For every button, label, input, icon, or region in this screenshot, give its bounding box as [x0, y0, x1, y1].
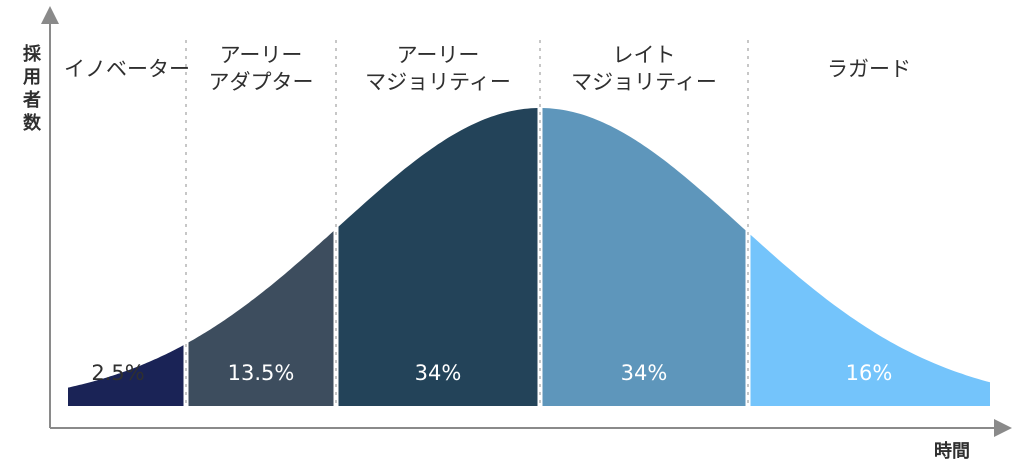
segment-percent: 16%	[846, 361, 893, 385]
y-axis-label: 採用者数	[22, 43, 42, 134]
segment-dividers	[185, 40, 749, 406]
segment-percent: 34%	[621, 361, 668, 385]
curve-segment	[338, 108, 538, 406]
curve-segment	[750, 234, 990, 406]
curve-segment	[188, 231, 334, 406]
segment-percent: 34%	[415, 361, 462, 385]
segment-label: アーリーアダプター	[209, 43, 314, 94]
segment-label: イノベーター	[64, 57, 190, 81]
segment-label: ラガード	[827, 57, 911, 81]
curve-segments	[68, 108, 990, 406]
segment-label: アーリーマジョリティー	[365, 43, 511, 94]
x-axis-arrow	[994, 419, 1012, 437]
segment-label: レイトマジョリティー	[571, 43, 717, 94]
axes	[41, 6, 1012, 437]
segment-percents: 2.5% 13.5% 34% 34% 16%	[91, 361, 892, 385]
x-axis-label: 時間	[934, 441, 970, 462]
segment-percent: 2.5%	[91, 361, 144, 385]
curve-segment	[68, 345, 184, 406]
segment-percent: 13.5%	[228, 361, 295, 385]
curve-segment	[542, 108, 746, 406]
y-axis-arrow	[41, 6, 59, 24]
